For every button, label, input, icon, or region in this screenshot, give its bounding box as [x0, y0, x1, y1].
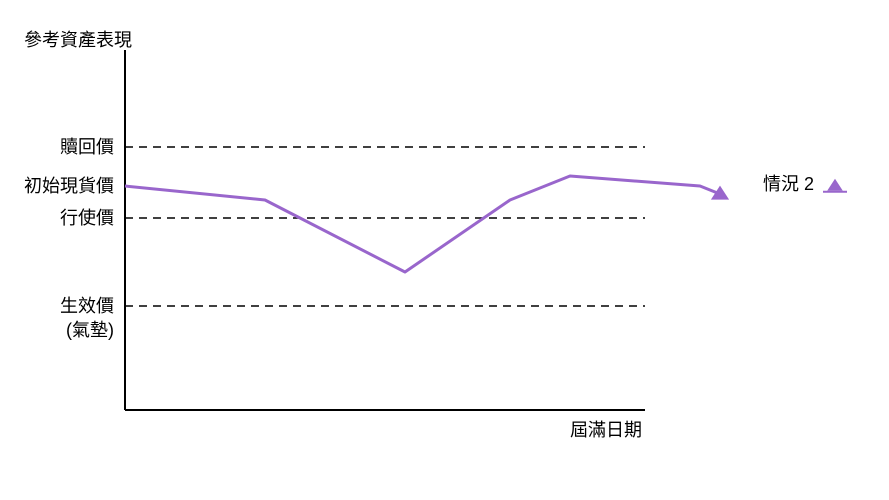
y-label-initial: 初始現貨價	[24, 176, 114, 198]
legend-label: 情況 2	[763, 174, 814, 196]
legend-text: 情況 2	[763, 174, 814, 194]
x-axis-title: 屆滿日期	[570, 420, 642, 442]
legend-triangle-icon	[827, 179, 843, 191]
x-axis-title-text: 屆滿日期	[570, 420, 642, 440]
chart-svg	[0, 0, 889, 500]
y-label-strike: 行使價	[60, 208, 114, 230]
y-label-barrier: 生效價	[60, 296, 114, 318]
y-axis-title-text: 參考資產表現	[24, 30, 132, 50]
y-label-barrier-sub: (氣墊)	[66, 320, 114, 342]
y-axis-title: 參考資產表現	[24, 30, 132, 52]
series-line	[125, 176, 720, 272]
y-label-redeem: 贖回價	[60, 137, 114, 159]
line-chart: 參考資產表現 贖回價 初始現貨價 行使價 生效價 (氣墊) 屆滿日期 情況 2	[0, 0, 889, 500]
